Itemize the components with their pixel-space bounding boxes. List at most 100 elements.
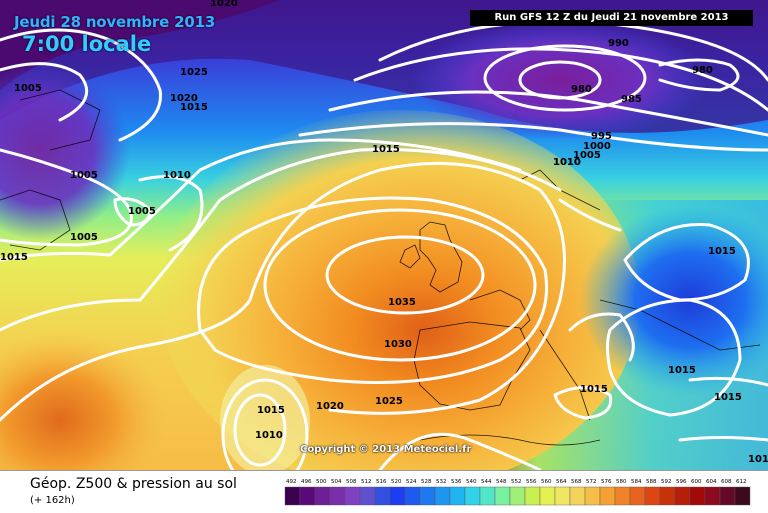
color-legend: 492 496 500 504 508 512 516 520 524 528 532 536 540 5… [284,479,751,506]
legend-swatch [419,486,436,506]
copyright-notice: Copyright © 2013 Meteociel.fr [300,444,472,455]
legend-swatch [389,486,406,506]
legend-tick-label: 492 [286,479,297,485]
weather-map: 1005 1025 1020 1015 1005 1010 1005 1005 … [0,0,768,470]
legend-tick-label: 520 [391,479,402,485]
isobar-labels: 1005 1025 1020 1015 1005 1010 1005 1005 … [0,0,768,465]
legend-tick-label: 512 [361,479,372,485]
isobar-label: 1015 [372,144,400,155]
isobar-label: 1015 [668,365,696,376]
isobar-label: 1005 [128,206,156,217]
legend-swatch [404,486,421,506]
legend-swatch [599,486,616,506]
legend-tick-label: 592 [661,479,672,485]
legend-swatch [629,486,646,506]
legend-swatch [479,486,496,506]
legend-tick-label: 536 [451,479,462,485]
legend-tick-label: 596 [676,479,687,485]
isobar-label: 1010 [163,170,191,181]
legend-tick-label: 556 [526,479,537,485]
legend-swatch [329,486,346,506]
isobar-label: 1025 [180,67,208,78]
legend-tick-label: 576 [601,479,612,485]
legend-tick-label: 564 [556,479,567,485]
legend-swatch [374,486,391,506]
forecast-lead-time: (+ 162h) [30,495,75,506]
legend-tick-label: 572 [586,479,597,485]
isobar-label: 1005 [14,83,42,94]
isobar-label: 995 [591,131,612,142]
isobar-label: 1010 [255,430,283,441]
legend-tick-label: 580 [616,479,627,485]
isobar-label: 1000 [583,141,611,152]
legend-tick-label: 532 [436,479,447,485]
legend-swatch [299,486,316,506]
legend-swatch [539,486,556,506]
legend-tick-label: 600 [691,479,702,485]
legend-swatch [464,486,481,506]
isobar-label: 980 [571,84,592,95]
legend-swatch [509,486,526,506]
legend-swatch [659,486,676,506]
legend-tick-label: 604 [706,479,717,485]
isobar-label: 1015 [180,102,208,113]
legend-swatch [284,486,301,506]
legend-tick-label: 584 [631,479,642,485]
legend-tick-label: 544 [481,479,492,485]
legend-tick-label: 568 [571,479,582,485]
legend-swatch [524,486,541,506]
isobar-label: 1010 [553,157,581,168]
isobar-label: 1025 [375,396,403,407]
legend-tick-label: 612 [736,479,747,485]
legend-tick-label: 516 [376,479,387,485]
legend-swatch [584,486,601,506]
legend-tick-label: 524 [406,479,417,485]
footer: Géop. Z500 & pression au sol (+ 162h) 49… [0,470,768,513]
map-title: Géop. Z500 & pression au sol [30,476,237,492]
isobar-label: 1010 [553,157,581,168]
legend-tick-label: 500 [316,479,327,485]
legend-tick-label: 552 [511,479,522,485]
isobar-label: 1020 [210,0,238,9]
legend-tick-label: 528 [421,479,432,485]
isobar-label: 980 [692,65,713,76]
legend-swatch [689,486,706,506]
legend-tick-label: 608 [721,479,732,485]
isobar-label: 1005 [70,170,98,181]
forecast-date: Jeudi 28 novembre 2013 [14,13,216,31]
isobar-label: 1020 [170,93,198,104]
isobars [0,20,768,470]
isobar-label: 1035 [388,297,416,308]
legend-swatch [344,486,361,506]
isobar-label: 985 [621,94,642,105]
legend-tick-label: 496 [301,479,312,485]
legend-tick-label: 548 [496,479,507,485]
legend-tick-label: 588 [646,479,657,485]
legend-swatch [554,486,571,506]
legend-swatch [644,486,661,506]
isobar-label: 1020 [316,401,344,412]
legend-swatch [494,486,511,506]
isobar-label: 1015 [708,246,736,257]
legend-swatch [359,486,376,506]
legend-tick-label: 560 [541,479,552,485]
isobar-label: 1015 [714,392,742,403]
isobar-label: 1005 [573,150,601,161]
isobar-label: 1005 [70,232,98,243]
isobar-label: 101 [748,454,768,465]
legend-swatch [449,486,466,506]
legend-swatch [434,486,451,506]
run-banner: Run GFS 12 Z du Jeudi 21 novembre 2013 [470,10,753,26]
isobar-label: 1015 [0,252,28,263]
legend-tick-label: 540 [466,479,477,485]
isobar-label: 1030 [384,339,412,350]
forecast-time: 7:00 locale [22,32,152,56]
isobar-label: 1015 [580,384,608,395]
legend-swatch [734,486,751,506]
legend-swatch [314,486,331,506]
isobar-label: 1015 [257,405,285,416]
legend-tick-label: 504 [331,479,342,485]
legend-tick-label: 508 [346,479,357,485]
legend-swatch [674,486,691,506]
legend-swatch [704,486,721,506]
